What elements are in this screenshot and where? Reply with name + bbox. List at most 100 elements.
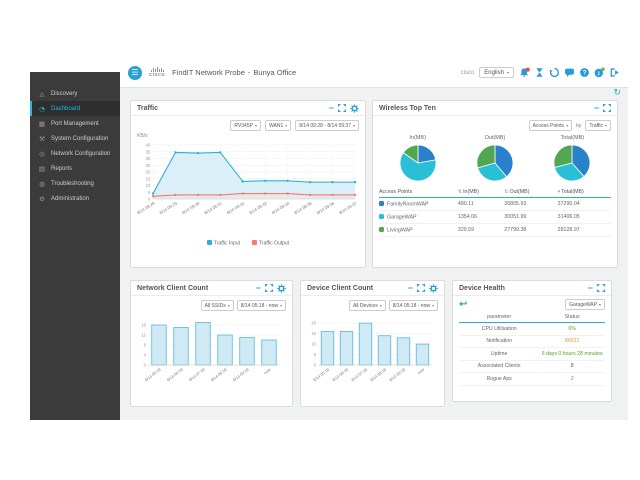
collapse-icon[interactable]: − bbox=[328, 102, 334, 113]
device-select[interactable]: All Devices ▾ bbox=[348, 300, 386, 311]
svg-text:8/14 09:31: 8/14 09:31 bbox=[203, 200, 223, 215]
sidebar-item-port-management[interactable]: ▦ Port Management bbox=[30, 116, 120, 131]
series-color-bullet bbox=[379, 226, 384, 232]
app-title: FindIT Network Probe - Bunya Office bbox=[172, 68, 296, 77]
sidebar-item-dashboard[interactable]: ◔ Dashboard bbox=[30, 101, 120, 116]
sidebar-item-reports[interactable]: ▤ Reports bbox=[30, 161, 120, 176]
refresh-dashboard-icon[interactable]: ↻ bbox=[613, 88, 621, 98]
expand-icon[interactable] bbox=[338, 104, 346, 112]
wireless-pie bbox=[553, 144, 591, 182]
collapse-icon[interactable]: − bbox=[407, 282, 413, 293]
traffic-timerange-select[interactable]: 8/14 09:28 - 8/14 09:37 ▾ bbox=[295, 120, 359, 131]
sort-icon: ⇅ bbox=[457, 189, 463, 195]
legend-swatch-input bbox=[206, 240, 212, 245]
wireless-col-in-mb-[interactable]: ⇅In(MB) bbox=[457, 189, 479, 195]
network-count-timerange-select[interactable]: 8/14 05:18 - now ▾ bbox=[236, 300, 286, 311]
title-separator: - bbox=[247, 68, 251, 77]
traffic-y-unit: KB/s bbox=[137, 133, 148, 139]
wireless-col-total-mb-[interactable]: ▾Total(MB) bbox=[557, 189, 584, 195]
logout-icon[interactable] bbox=[609, 67, 620, 78]
chevron-down-icon: ▾ bbox=[379, 303, 382, 308]
device-health-device-select[interactable]: GarageWAP ▾ bbox=[565, 299, 605, 310]
in-mb-cell: 329.59 bbox=[457, 227, 475, 233]
expand-icon[interactable] bbox=[597, 284, 605, 292]
traffic-interface-select[interactable]: WAN1 ▾ bbox=[264, 120, 292, 131]
sidebar-item-system-configuration[interactable]: ⚒ System Configuration bbox=[30, 131, 120, 146]
table-row: LivingWAP 329.59 27799.38 28128.97 bbox=[379, 224, 611, 237]
device-health-widget-title: Device Health bbox=[459, 284, 505, 292]
language-select[interactable]: English ▾ bbox=[479, 67, 514, 78]
sidebar-item-administration[interactable]: ⚙ Administration bbox=[30, 191, 120, 206]
chevron-down-icon: ▾ bbox=[566, 123, 569, 128]
gear-icon[interactable] bbox=[277, 283, 286, 293]
access-point-name-cell: LivingWAP bbox=[379, 226, 458, 233]
wireless-pie-row: In(MB) Out(MB) Total(MB) bbox=[373, 133, 617, 186]
chevron-down-icon: ▾ bbox=[598, 302, 601, 307]
device-client-count-widget: Device Client Count − All Devices ▾ 8/14 … bbox=[300, 280, 445, 407]
svg-text:8/14 09:30: 8/14 09:30 bbox=[181, 200, 201, 215]
expand-icon[interactable] bbox=[603, 104, 611, 112]
wireless-entity-select[interactable]: Access Points ▾ bbox=[528, 120, 573, 131]
help-icon[interactable]: ? bbox=[579, 67, 590, 78]
svg-text:?: ? bbox=[583, 70, 587, 77]
network-configuration-icon: ◎ bbox=[39, 149, 45, 158]
pie-label: In(MB) bbox=[409, 135, 426, 141]
chevron-down-icon: ▾ bbox=[254, 123, 257, 128]
network-count-widget-controls: − bbox=[255, 282, 286, 293]
legend-item-input[interactable]: Traffic Input bbox=[206, 240, 240, 247]
sidebar-item-label: Network Configuration bbox=[51, 150, 111, 157]
gear-icon[interactable] bbox=[350, 103, 359, 113]
device-count-timerange-select[interactable]: 8/14 05:18 - now ▾ bbox=[388, 300, 438, 311]
parameter-cell: Notification bbox=[486, 338, 512, 345]
wireless-metric-select[interactable]: Traffic ▾ bbox=[585, 120, 611, 131]
traffic-filters: RV345P ▾ WAN1 ▾ 8/14 09:28 - 8/14 09:37 ▾ bbox=[131, 116, 365, 133]
svg-text:16: 16 bbox=[141, 323, 146, 328]
chevron-down-icon: ▾ bbox=[506, 70, 509, 75]
svg-text:now: now bbox=[416, 367, 425, 376]
svg-text:30: 30 bbox=[146, 156, 151, 161]
traffic-device-select[interactable]: RV345P ▾ bbox=[230, 120, 261, 131]
legend-swatch-output bbox=[252, 240, 258, 245]
collapse-icon[interactable]: − bbox=[593, 102, 599, 113]
collapse-icon[interactable]: − bbox=[587, 282, 593, 293]
header-toolbar: ? i bbox=[519, 67, 620, 78]
about-info-icon[interactable]: i bbox=[594, 67, 605, 78]
wireless-pie bbox=[476, 144, 514, 182]
device-count-widget-title: Device Client Count bbox=[307, 284, 374, 292]
sidebar-item-label: Discovery bbox=[51, 90, 78, 97]
expand-icon[interactable] bbox=[417, 284, 425, 292]
feedback-chat-icon[interactable] bbox=[564, 67, 575, 78]
svg-text:0: 0 bbox=[148, 197, 151, 202]
device-health-widget: Device Health − ↩ GarageWAP ▾ parameter S… bbox=[452, 280, 612, 402]
device-health-table-header: parameter Status bbox=[459, 311, 605, 323]
sidebar-item-network-configuration[interactable]: ◎ Network Configuration bbox=[30, 146, 120, 161]
wireless-by-label: by bbox=[576, 122, 582, 129]
pending-hourglass-icon[interactable] bbox=[534, 67, 545, 78]
sidebar-item-label: Reports bbox=[51, 165, 73, 172]
back-arrow-icon[interactable]: ↩ bbox=[459, 298, 468, 310]
out-mb-cell: 36805.93 bbox=[504, 201, 527, 207]
sidebar-item-troubleshooting[interactable]: ◍ Troubleshooting bbox=[30, 176, 120, 191]
device-health-table-body: CPU Utilisation 6% Notification 8/0/21 Uptim… bbox=[459, 323, 605, 386]
status-cell: 6 days 0 hours 28 minutes bbox=[541, 350, 603, 357]
site-name[interactable]: Bunya Office bbox=[253, 68, 297, 77]
svg-text:8/14 08:18: 8/14 08:18 bbox=[369, 366, 388, 382]
gear-icon[interactable] bbox=[429, 283, 438, 293]
wireless-col-out-mb-[interactable]: ⇅Out(MB) bbox=[504, 189, 530, 195]
task-activity-icon[interactable] bbox=[549, 67, 560, 78]
wireless-widget-header: Wireless Top Ten − bbox=[373, 101, 617, 116]
collapse-icon[interactable]: − bbox=[255, 282, 261, 293]
svg-text:15: 15 bbox=[311, 331, 316, 336]
ssid-select[interactable]: All SSIDs ▾ bbox=[200, 300, 234, 311]
menu-toggle-button[interactable]: ☰ bbox=[128, 65, 142, 80]
traffic-legend: Traffic Input Traffic Output bbox=[131, 240, 365, 247]
expand-icon[interactable] bbox=[265, 284, 273, 292]
notifications-bell-icon[interactable] bbox=[519, 67, 530, 78]
svg-text:8/14 07:18: 8/14 07:18 bbox=[188, 366, 207, 382]
svg-text:20: 20 bbox=[311, 321, 316, 326]
legend-item-output[interactable]: Traffic Output bbox=[252, 240, 289, 247]
sidebar-item-discovery[interactable]: ◬ Discovery bbox=[30, 86, 120, 101]
svg-text:5: 5 bbox=[148, 190, 151, 195]
administration-icon: ⚙ bbox=[39, 194, 45, 203]
